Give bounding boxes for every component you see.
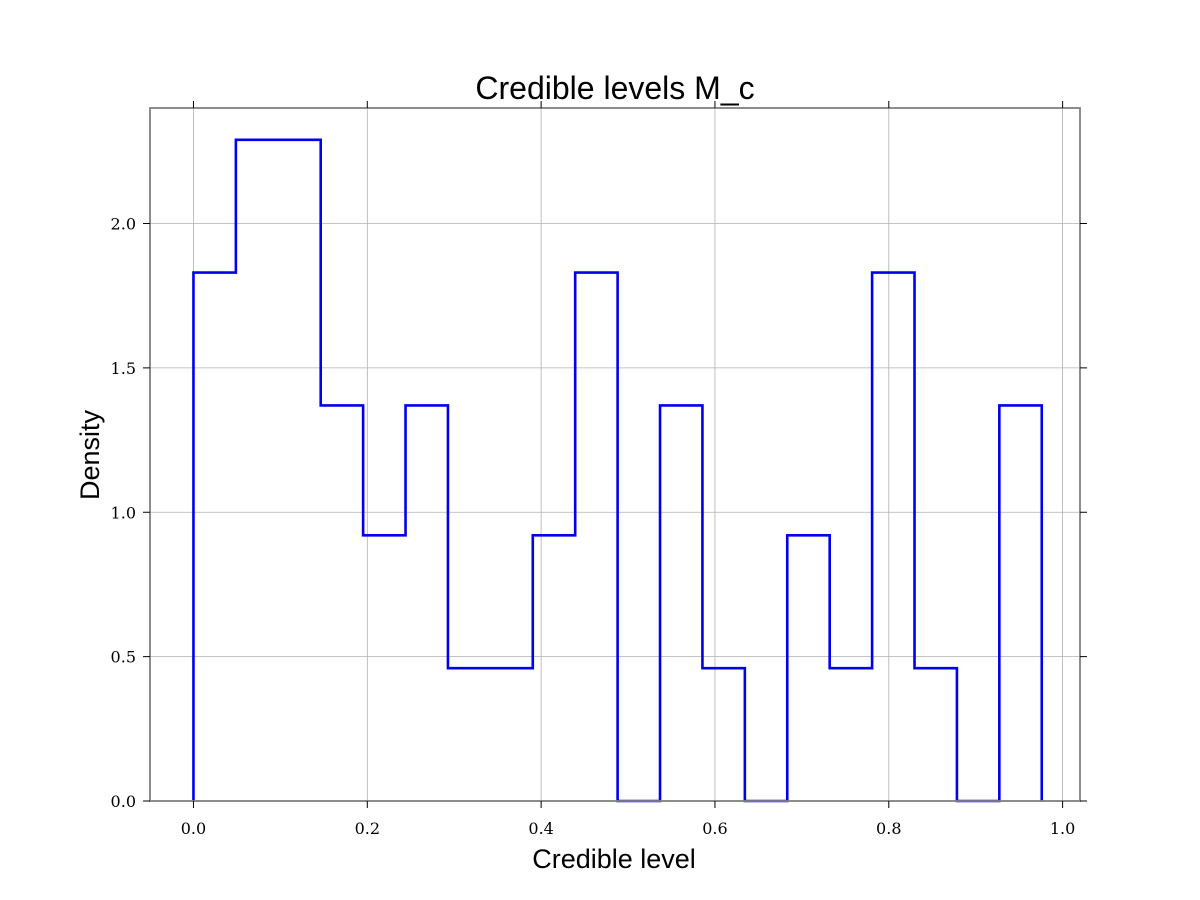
y-tick-label: 1.0: [111, 503, 136, 522]
x-tick-label: 0.4: [528, 819, 553, 838]
tick-marks: [143, 101, 1087, 808]
x-tick-label: 0.6: [702, 819, 727, 838]
x-axis-label: Credible level: [532, 844, 696, 874]
y-tick-label: 2.0: [111, 215, 136, 234]
x-tick-label: 0.2: [355, 819, 380, 838]
x-tick-label: 0.8: [876, 819, 901, 838]
x-tick-label: 0.0: [181, 819, 206, 838]
y-tick-label: 1.5: [111, 359, 136, 378]
plot-frame: [149, 107, 1081, 802]
x-tick-label: 1.0: [1050, 819, 1075, 838]
x-tick-labels: 0.0 0.2 0.4 0.6 0.8 1.0: [181, 819, 1076, 838]
y-tick-label: 0.5: [111, 648, 136, 667]
y-tick-label: 0.0: [111, 792, 136, 811]
y-axis-label: Density: [75, 409, 105, 500]
chart-title: Credible levels M_c: [475, 70, 754, 106]
y-tick-labels: 0.0 0.5 1.0 1.5 2.0: [111, 215, 136, 812]
